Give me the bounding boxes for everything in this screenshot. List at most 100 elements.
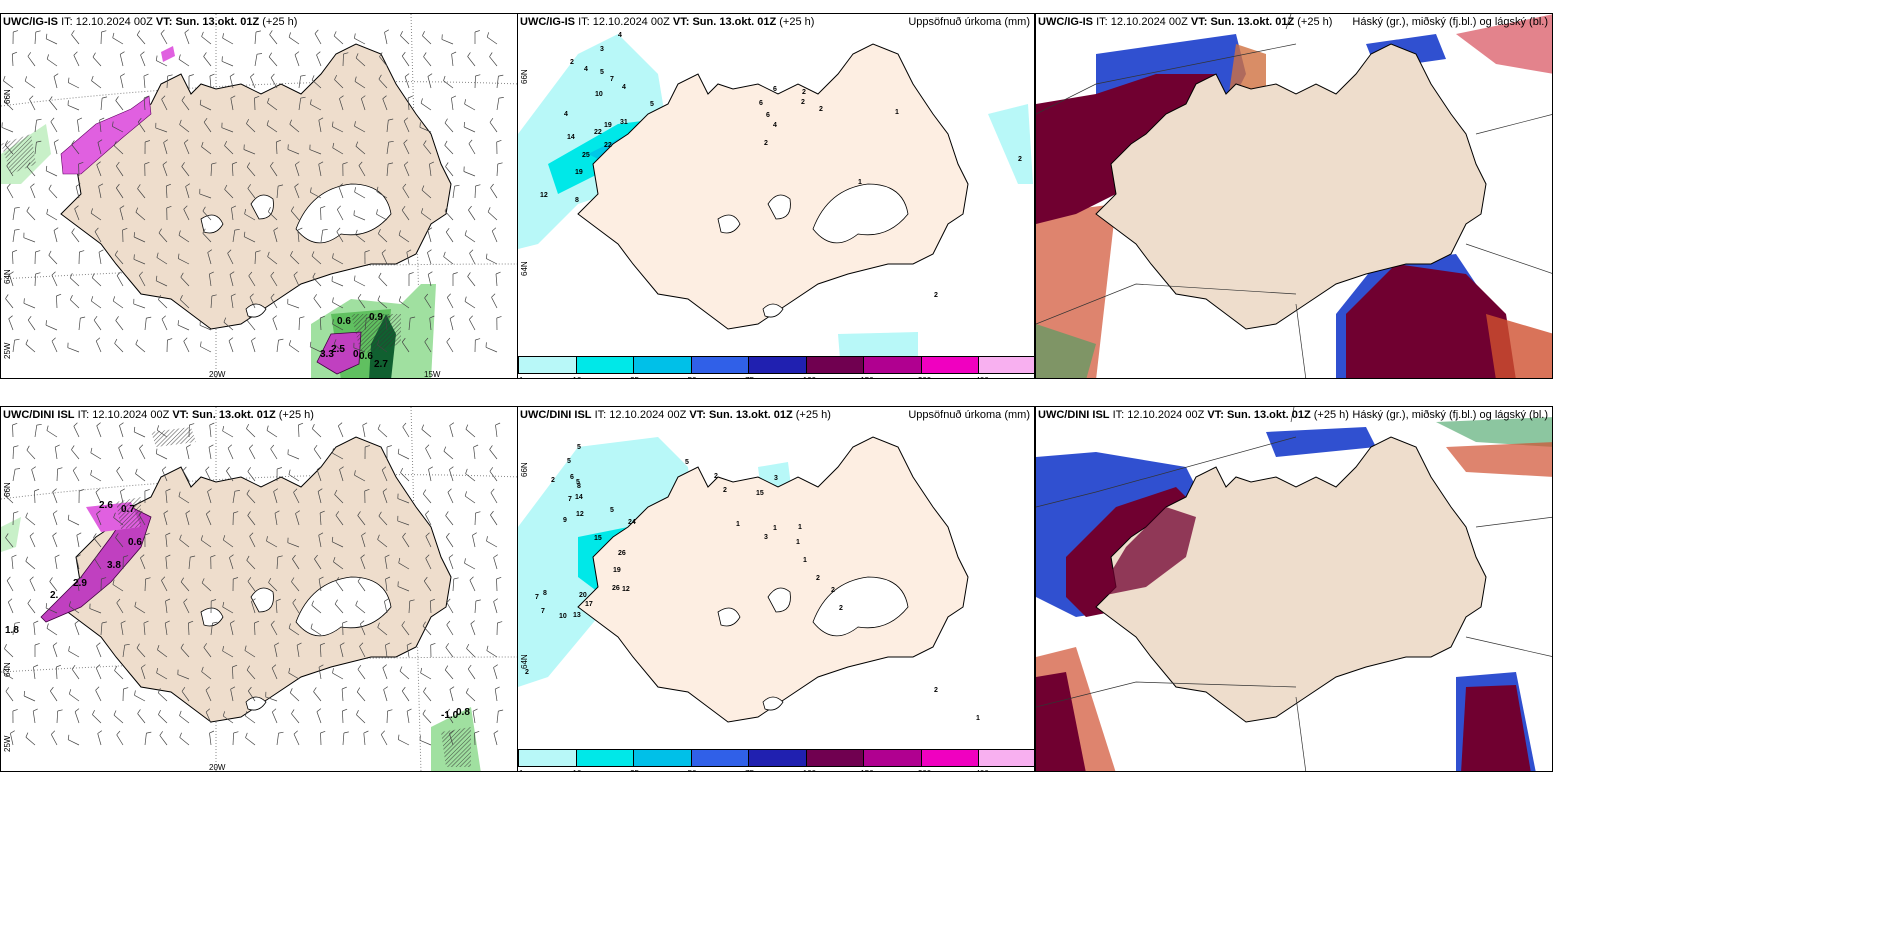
wind-barb-flag	[144, 161, 150, 165]
wind-barb	[425, 514, 432, 526]
wind-barb	[68, 82, 80, 89]
wind-barb	[90, 474, 102, 482]
precip-map	[518, 34, 1033, 359]
wind-barb-flag	[212, 621, 218, 624]
wind-barb	[156, 672, 168, 680]
wind-barb	[464, 562, 476, 570]
wind-barb-flag	[243, 231, 246, 237]
wind-barb-flag	[289, 119, 292, 125]
wind-barb-flag	[248, 271, 253, 277]
colorbar-cell	[920, 749, 980, 767]
wind-barb	[207, 252, 212, 265]
wind-barb-flag	[333, 556, 336, 562]
colorbar-tick: 75	[745, 376, 754, 378]
wind-barb	[311, 79, 322, 89]
wind-barb-flag	[270, 444, 275, 450]
wind-barb-flag	[384, 29, 389, 33]
wind-barb-flag	[288, 469, 291, 475]
wind-barb-flag	[274, 510, 280, 514]
wind-barb-flag	[406, 708, 412, 712]
wind-barb	[474, 75, 476, 89]
wind-barb	[12, 340, 15, 353]
wind-barb-flag	[364, 250, 370, 253]
wind-barb-flag	[298, 422, 304, 426]
wind-barb-flag	[52, 488, 57, 493]
wind-barb-flag	[223, 317, 227, 323]
wind-value: 1.8	[5, 625, 19, 636]
colorbar-tick: 10	[573, 769, 582, 771]
wind-barb	[309, 149, 322, 155]
wind-barb	[385, 579, 388, 592]
wind-barb	[419, 126, 432, 133]
wind-barb	[72, 470, 80, 482]
precip-value: 5	[567, 458, 571, 465]
wind-barb	[223, 321, 234, 331]
wind-barb	[298, 98, 302, 111]
colorbar-cell	[863, 356, 922, 374]
wind-barb-flag	[270, 271, 275, 277]
wind-barb	[444, 210, 454, 221]
wind-barb-flag	[229, 73, 235, 77]
wind-barb	[178, 235, 190, 243]
wind-barb	[222, 650, 234, 658]
wind-barb-flag	[383, 686, 388, 690]
wind-barb	[290, 210, 300, 221]
wind-barb-flag	[466, 643, 470, 649]
wind-barb	[156, 453, 168, 460]
wind-barb-flag	[354, 33, 356, 39]
wind-barb	[385, 645, 388, 658]
wind-barb-flag	[178, 230, 181, 236]
colorbar-cell	[518, 356, 577, 374]
wind-barb	[52, 513, 58, 526]
wind-barb	[92, 714, 102, 724]
wind-barb	[290, 255, 300, 265]
wind-barb-flag	[354, 121, 356, 127]
wind-barb-flag	[207, 488, 212, 492]
wind-barb	[273, 491, 278, 504]
wind-barb	[247, 581, 256, 592]
wind-barb	[451, 54, 454, 67]
wind-barb	[424, 297, 432, 309]
wind-barb-flag	[474, 30, 480, 33]
wind-barb	[335, 515, 344, 526]
wind-barb	[210, 163, 213, 177]
wind-barb	[265, 696, 278, 702]
wind-barb	[76, 535, 80, 548]
iceland-land	[1095, 43, 1487, 330]
wind-barb-flag	[119, 422, 124, 426]
wind-barb-flag	[289, 688, 293, 693]
wind-barb-flag	[46, 623, 49, 629]
wind-barb-flag	[177, 320, 179, 326]
wind-barb-flag	[52, 532, 57, 537]
wind-barb-flag	[116, 271, 121, 276]
wind-barb	[423, 144, 432, 155]
wind-barb-flag	[425, 554, 430, 559]
wind-barb-flag	[135, 207, 139, 213]
wind-barb-flag	[378, 272, 382, 278]
wind-barb-flag	[102, 96, 108, 99]
wind-barb-flag	[266, 425, 269, 431]
wind-barb	[386, 163, 389, 177]
wind-barb-flag	[123, 687, 129, 690]
wind-barb-flag	[295, 510, 300, 514]
wind-barb	[355, 145, 366, 155]
wind-barb-flag	[67, 734, 70, 740]
panel-precip-top: UWC/IG-IS IT: 12.10.2024 00Z VT: Sun. 13…	[517, 13, 1035, 379]
wind-barb	[244, 213, 256, 221]
wind-barb	[205, 689, 212, 702]
wind-barb-flag	[183, 598, 188, 603]
wind-barb	[270, 165, 278, 177]
wind-barb	[381, 469, 388, 482]
wind-barb	[112, 126, 124, 133]
wind-map	[1, 14, 517, 378]
wind-barb	[422, 713, 432, 724]
wind-barb	[5, 691, 14, 702]
wind-barb	[34, 142, 37, 155]
wind-barb-flag	[361, 532, 366, 536]
wind-barb-flag	[53, 227, 59, 231]
wind-barb-flag	[250, 73, 255, 78]
wind-barb	[27, 319, 36, 331]
wind-barb	[463, 171, 476, 177]
wind-barb	[10, 733, 14, 746]
wind-barb-flag	[101, 577, 107, 580]
